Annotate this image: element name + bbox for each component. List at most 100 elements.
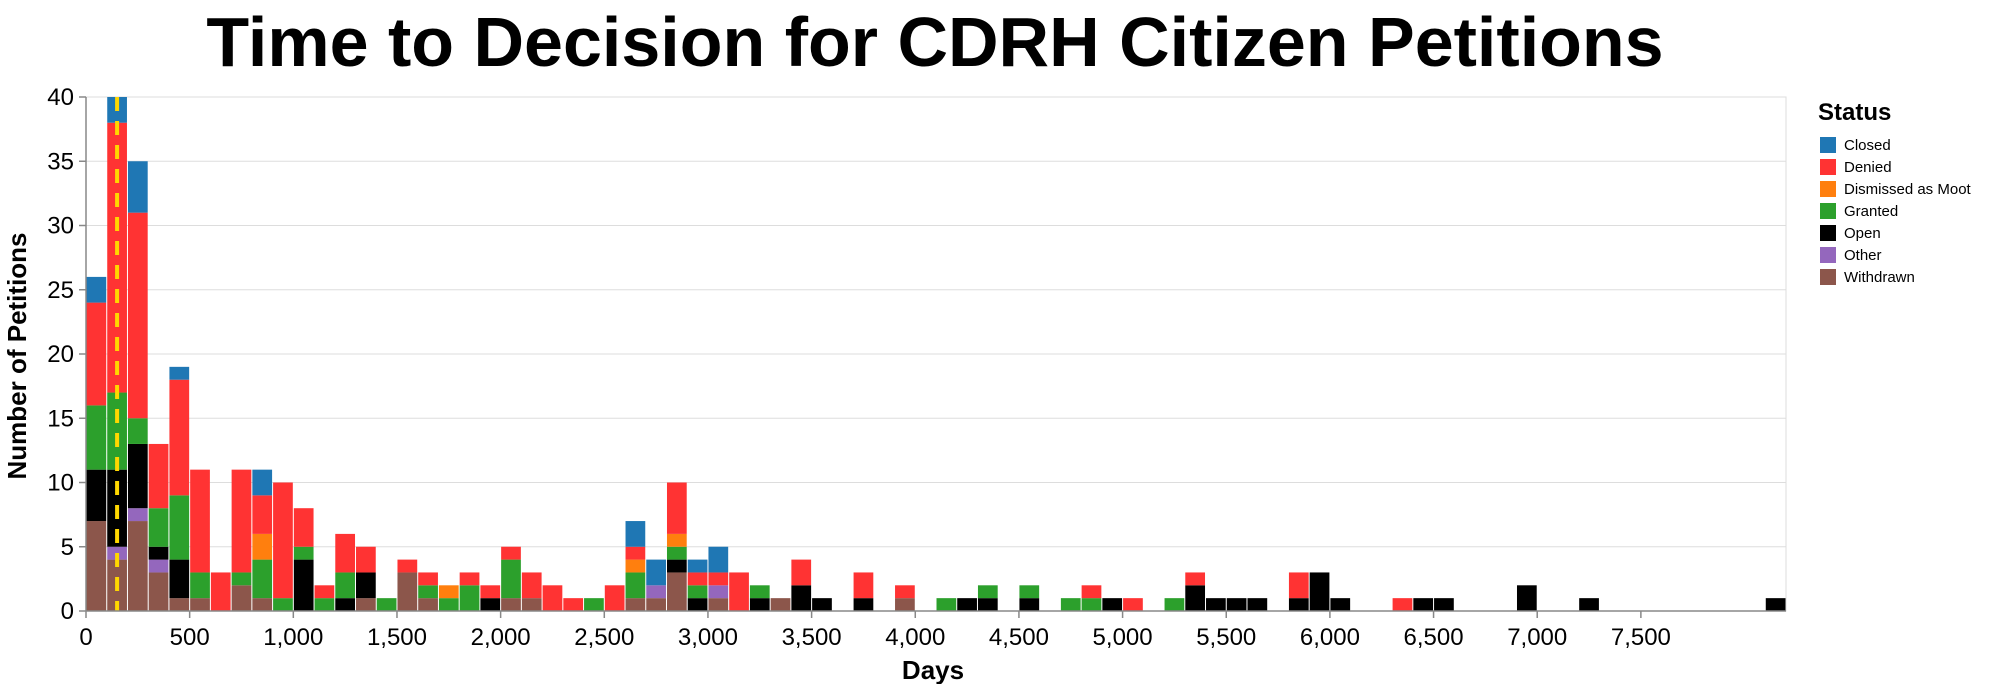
bar-segment [1164, 598, 1185, 611]
bar-segment [666, 559, 687, 573]
bar-segment [708, 572, 729, 586]
bar-segment [314, 598, 335, 611]
bar-segment [127, 443, 148, 509]
bar-segment [335, 572, 356, 599]
bar-segment [169, 559, 190, 599]
bar-segment [542, 585, 563, 611]
bar-segment [1081, 598, 1102, 611]
bar-segment [729, 572, 749, 611]
bar-segment [1413, 598, 1434, 611]
legend-label: Other [1844, 247, 1882, 264]
bar-segment [252, 469, 273, 496]
bar-segment [418, 598, 438, 611]
bar-segment [376, 598, 397, 611]
bar-segment [418, 585, 438, 599]
bar-segment [293, 508, 314, 547]
legend-label: Closed [1844, 137, 1891, 154]
bar-segment [397, 559, 418, 573]
legend-label: Denied [1844, 159, 1892, 176]
legend: Status Closed Denied Dismissed as Moot Gran… [1818, 99, 1972, 286]
bar-segment [127, 161, 148, 213]
bar-segment [252, 495, 273, 534]
bar-segment [625, 598, 646, 611]
bar-segment [501, 559, 521, 599]
bar-segment [977, 585, 998, 599]
bar-segment [273, 482, 293, 599]
bar-segment [749, 598, 770, 611]
bar-segment [356, 598, 376, 611]
legend-swatch [1820, 137, 1836, 153]
x-tick-label: 2,500 [574, 624, 634, 651]
x-tick-label: 0 [79, 624, 92, 651]
bar-segment [604, 585, 625, 611]
legend-swatch [1820, 181, 1836, 197]
x-tick-label: 4,000 [885, 624, 945, 651]
x-axis-title: Days [902, 655, 964, 684]
y-tick-label: 20 [47, 341, 74, 368]
bar-segment [501, 598, 521, 611]
bar-segment [687, 572, 708, 586]
bar-segment [190, 572, 210, 599]
bar-segment [521, 572, 542, 599]
bar-segment [936, 598, 957, 611]
bar-segment [791, 559, 812, 586]
bar-segment [397, 572, 418, 611]
bar-segment [521, 598, 542, 611]
bar-segment [252, 533, 273, 560]
bar-segment [1579, 598, 1599, 611]
axes: 0 500 1,000 1,500 2,000 2,500 3,000 3,500 4,000 4… [47, 84, 1786, 651]
bar-segment [687, 585, 708, 599]
bar-segment [335, 533, 356, 573]
bar-segment [148, 572, 169, 611]
bar-segment [1247, 598, 1268, 611]
bar-segment [563, 598, 584, 611]
bar-segment [1123, 598, 1143, 611]
y-tick-label: 40 [47, 84, 74, 111]
bar-segment [86, 276, 107, 303]
bar-segment [438, 585, 459, 599]
bar-segment [127, 418, 148, 444]
bar-segment [252, 559, 273, 599]
bar-segment [1288, 572, 1309, 599]
bar-segment [1288, 598, 1309, 611]
bar-segment [480, 585, 501, 599]
y-tick-label: 10 [47, 470, 74, 497]
y-axis-title: Number of Petitions [2, 232, 32, 479]
bar-segment [273, 598, 293, 611]
bar-segment [480, 598, 501, 611]
bar-segment [293, 559, 314, 611]
bar-segment [666, 482, 687, 534]
bar-segment [749, 585, 770, 599]
y-tick-label: 0 [61, 598, 74, 625]
bar-segment [646, 585, 666, 599]
x-tick-label: 6,500 [1404, 624, 1464, 651]
y-tick-label: 30 [47, 213, 74, 240]
bar-segment [148, 546, 169, 560]
bar-segment [666, 572, 687, 611]
legend-label: Granted [1844, 203, 1898, 220]
legend-label: Open [1844, 225, 1881, 242]
x-tick-label: 3,500 [782, 624, 842, 651]
bar-segment [625, 521, 646, 547]
bar-segment [1019, 585, 1040, 599]
bar-segment [1226, 598, 1247, 611]
bar-segment [356, 546, 376, 573]
bar-segment [418, 572, 438, 586]
bar-segment [812, 598, 832, 611]
x-tick-label: 4,500 [989, 624, 1049, 651]
bar-segment [86, 302, 107, 406]
bar-segment [770, 598, 791, 611]
x-tick-label: 1,000 [263, 624, 323, 651]
y-tick-label: 25 [47, 277, 74, 304]
bar-segment [210, 572, 231, 611]
bar-segment [646, 598, 666, 611]
x-tick-label: 2,000 [471, 624, 531, 651]
bar-segment [1102, 598, 1123, 611]
bar-segment [1206, 598, 1226, 611]
bar-segment [293, 546, 314, 560]
bar-segment [127, 521, 148, 611]
bar-segment [1516, 585, 1537, 611]
bar-segment [791, 585, 812, 611]
bar-segment [438, 598, 459, 611]
